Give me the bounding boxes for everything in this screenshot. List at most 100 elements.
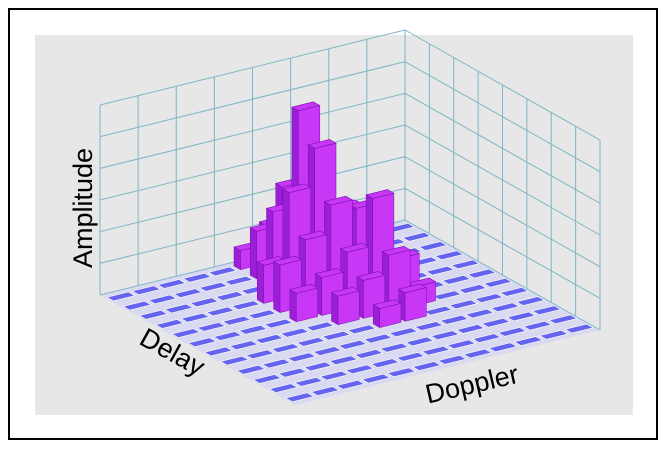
- bar-top: [268, 383, 299, 393]
- bar: [106, 291, 136, 302]
- bar-side: [257, 261, 265, 304]
- bar: [363, 333, 393, 344]
- bar: [198, 282, 229, 292]
- bar-front: [337, 290, 360, 326]
- bar-top: [499, 287, 529, 297]
- bar-top: [154, 319, 185, 329]
- bar: [207, 266, 238, 277]
- bar: [122, 300, 152, 311]
- bar-top: [522, 320, 553, 331]
- bar-top: [284, 392, 315, 403]
- bar: [425, 265, 455, 276]
- bar: [203, 346, 234, 357]
- bar: [205, 306, 236, 317]
- bar-top: [330, 286, 361, 297]
- bar: [154, 319, 185, 329]
- bar: [236, 364, 266, 375]
- bar-top: [513, 336, 544, 346]
- bar: [462, 348, 493, 359]
- wall-grid-line: [404, 219, 601, 331]
- bar: [138, 309, 169, 320]
- z-axis-label: Amplitude: [68, 148, 98, 268]
- bar-top: [386, 367, 417, 378]
- bar-top: [263, 318, 294, 329]
- bar-top: [411, 361, 442, 371]
- bar-top: [353, 349, 384, 359]
- bar: [303, 361, 333, 372]
- bar: [293, 377, 324, 387]
- wall-grid-line: [99, 29, 406, 106]
- bar-side: [331, 292, 339, 326]
- bar-top: [198, 282, 229, 292]
- bar-top: [363, 333, 393, 344]
- bar: [370, 358, 400, 368]
- bar: [446, 339, 477, 350]
- bar-top: [448, 299, 479, 310]
- bar-top: [189, 297, 219, 308]
- bar-top: [196, 322, 227, 332]
- bar-top: [238, 324, 268, 335]
- bar-top: [404, 336, 435, 347]
- bar: [261, 358, 292, 369]
- bar-top: [261, 358, 292, 369]
- bar: [296, 337, 326, 347]
- bar-top: [473, 293, 504, 303]
- bar: [310, 386, 340, 396]
- wall-grid-line: [99, 124, 406, 201]
- bar: [473, 293, 504, 303]
- bar-top: [462, 348, 493, 359]
- bar: [388, 327, 419, 338]
- bar-top: [221, 315, 252, 326]
- bar-side: [249, 227, 257, 280]
- bar: [277, 367, 308, 378]
- bar: [189, 297, 219, 308]
- bar-front: [296, 287, 318, 323]
- bar: [231, 300, 261, 311]
- bar-top: [457, 284, 488, 294]
- bar-top: [163, 303, 194, 314]
- bar-top: [182, 272, 212, 283]
- bar-top: [131, 285, 162, 296]
- bar-top: [173, 288, 203, 298]
- bar: [180, 312, 210, 323]
- bar-front: [404, 287, 427, 322]
- bar: [337, 339, 368, 350]
- bar-top: [138, 309, 169, 320]
- bar-top: [356, 271, 386, 281]
- bar-top: [337, 339, 368, 350]
- bar: [252, 374, 282, 384]
- wall-grid-line: [99, 156, 406, 233]
- bar: [418, 241, 448, 251]
- bar: [312, 346, 342, 356]
- wall-grid-line: [404, 92, 601, 204]
- bar: [395, 352, 426, 362]
- bar: [450, 259, 481, 270]
- bar: [506, 311, 537, 322]
- bar-top: [122, 300, 152, 311]
- bar-top: [471, 333, 502, 343]
- bar-top: [490, 302, 520, 313]
- bar: [346, 324, 377, 335]
- bar-top: [488, 342, 518, 353]
- bar: [247, 309, 277, 320]
- bar-top: [455, 324, 486, 334]
- bar-top: [379, 342, 409, 353]
- bar-top: [381, 245, 412, 256]
- bar-top: [203, 346, 234, 357]
- bar-top: [531, 305, 562, 316]
- bar: [411, 361, 442, 371]
- bar-top: [319, 370, 349, 381]
- bar: [263, 318, 294, 329]
- bar: [321, 330, 352, 341]
- wall-grid-line: [404, 61, 601, 173]
- bar-top: [286, 352, 317, 363]
- wall-grid-line: [404, 156, 601, 268]
- bar-top: [272, 255, 303, 266]
- bar-top: [418, 241, 448, 251]
- bar: [335, 379, 366, 390]
- bar: [319, 370, 349, 381]
- bar: [279, 327, 310, 338]
- bar-top: [395, 352, 426, 362]
- bar-top: [335, 379, 366, 390]
- bar-top: [252, 374, 282, 384]
